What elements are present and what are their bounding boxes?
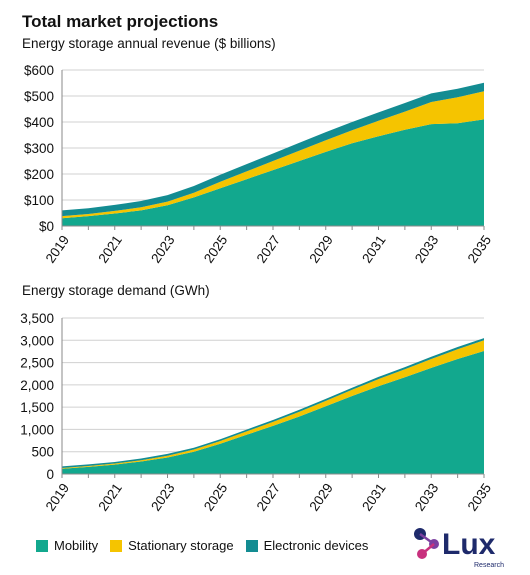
demand-y-tick-label: 3,500 [20,311,54,326]
revenue-area-electronic [62,82,484,217]
legend-item-mobility: Mobility [36,538,98,553]
revenue-y-tick-label: $300 [24,141,54,156]
revenue-area-stationary [62,91,484,219]
demand-area-mobility [62,351,484,474]
demand-y-tick-label: 1,000 [20,422,54,437]
demand-chart-subtitle: Energy storage demand (GWh) [22,283,210,298]
legend-item-electronic: Electronic devices [245,538,369,553]
demand-x-tick-label: 2035 [465,481,495,514]
lux-research-logo: Lux Research [414,528,504,569]
demand-x-tick-label: 2025 [201,481,231,514]
demand-y-tick-label: 500 [31,445,54,460]
logo-subtext: Research [474,562,504,569]
legend-swatch-mobility [36,539,48,552]
revenue-area-mobility [62,119,484,226]
legend-label-mobility: Mobility [54,538,99,553]
demand-x-tick-label: 2021 [95,481,125,514]
demand-x-tick-label: 2033 [412,481,442,514]
demand-x-tick-label: 2019 [43,481,73,514]
revenue-y-tick-label: $500 [24,89,54,104]
demand-y-tick-label: 2,500 [20,356,54,371]
legend: Mobility Stationary storage Electronic d… [36,538,380,553]
demand-y-tick-label: 3,000 [20,333,54,348]
page-title: Total market projections [22,12,219,31]
demand-y-tick-label: 1,500 [20,400,54,415]
demand-x-tick-label: 2029 [306,481,336,514]
demand-x-tick-label: 2027 [254,481,284,514]
revenue-y-tick-label: $100 [24,193,54,208]
demand-y-tick-label: 0 [46,467,54,482]
revenue-chart-subtitle: Energy storage annual revenue ($ billion… [22,36,276,51]
demand-chart: 0 500 1,000 1,500 2,000 2,500 3,000 3,500 2019 20… [20,311,495,514]
revenue-y-tick-label: $400 [24,115,54,130]
legend-swatch-electronic [245,539,258,552]
legend-swatch-stationary [110,539,123,552]
legend-item-stationary: Stationary storage [110,538,234,553]
demand-x-tick-label: 2023 [148,481,178,514]
revenue-y-tick-label: $200 [24,167,54,182]
legend-label-stationary: Stationary storage [128,538,234,553]
revenue-y-tick-label: $0 [39,219,54,234]
legend-label-electronic: Electronic devices [263,538,369,553]
demand-x-tick-label: 2031 [359,481,389,514]
demand-y-tick-label: 2,000 [20,378,54,393]
revenue-y-tick-label: $600 [24,63,54,78]
logo-text: Lux [442,528,496,561]
